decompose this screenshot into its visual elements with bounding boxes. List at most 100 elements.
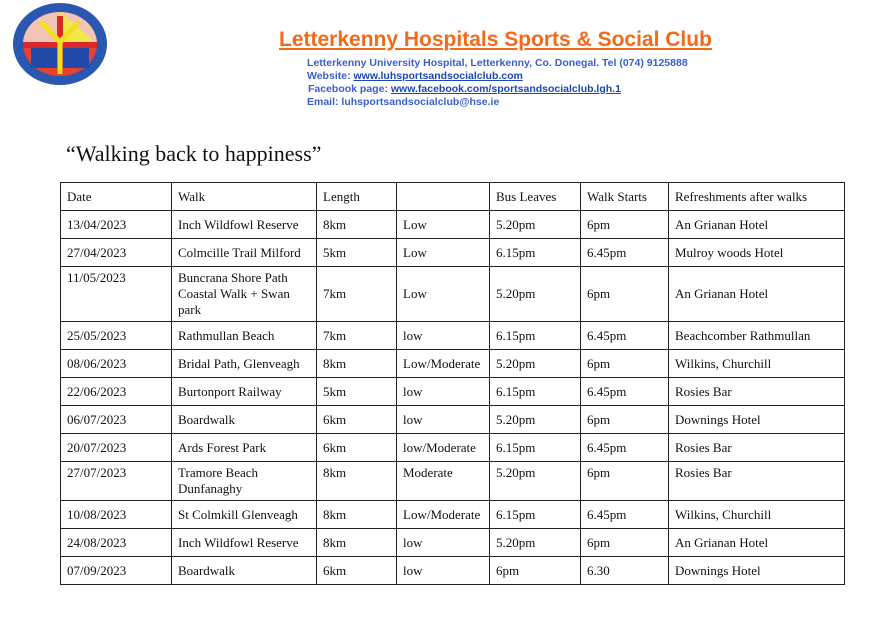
table-cell: 7km [316, 321, 397, 350]
table-cell: Mulroy woods Hotel [668, 238, 845, 267]
table-cell: Wilkins, Churchill [668, 500, 845, 529]
table-cell: low [396, 528, 490, 557]
table-cell: Wilkins, Churchill [668, 349, 845, 378]
table-cell: 11/05/2023 [60, 266, 172, 322]
table-cell: low [396, 377, 490, 406]
website-line: Website: www.luhsportsandsocialclub.com [307, 70, 523, 82]
table-cell: Rathmullan Beach [171, 321, 317, 350]
table-row: 20/07/2023 Ards Forest Park 6km low/Moderat… [60, 433, 845, 462]
club-logo [13, 3, 107, 85]
table-row: 10/08/2023 St Colmkill Glenveagh 8km Low/Mo… [60, 500, 845, 529]
table-cell: Downings Hotel [668, 556, 845, 585]
table-row: 27/04/2023 Colmcille Trail Milford 5km Low 6… [60, 238, 845, 267]
table-cell: 6.30 [580, 556, 669, 585]
club-address: Letterkenny University Hospital, Letterk… [307, 57, 688, 69]
table-cell: Inch Wildfowl Reserve [171, 528, 317, 557]
table-cell: 6.15pm [489, 238, 581, 267]
table-cell: 08/06/2023 [60, 349, 172, 378]
table-cell: 10/08/2023 [60, 500, 172, 529]
table-cell: 6pm [580, 349, 669, 378]
table-cell: 6pm [580, 210, 669, 239]
column-header: Length [316, 182, 397, 211]
table-cell: low [396, 405, 490, 434]
table-cell: 6.45pm [580, 238, 669, 267]
table-cell: 5.20pm [489, 210, 581, 239]
table-cell: Colmcille Trail Milford [171, 238, 317, 267]
table-cell: Inch Wildfowl Reserve [171, 210, 317, 239]
table-cell: Moderate [396, 461, 490, 501]
table-row: 08/06/2023 Bridal Path, Glenveagh 8km Low/M… [60, 349, 845, 378]
table-cell: 24/08/2023 [60, 528, 172, 557]
table-cell: 25/05/2023 [60, 321, 172, 350]
column-header: Bus Leaves [489, 182, 581, 211]
table-cell: 6pm [580, 266, 669, 322]
table-row: 13/04/2023 Inch Wildfowl Reserve 8km Low 5.2… [60, 210, 845, 239]
table-cell: 6km [316, 405, 397, 434]
table-cell: 8km [316, 210, 397, 239]
table-cell: 5.20pm [489, 461, 581, 501]
facebook-link[interactable]: www.facebook.com/sportsandsocialclub.lgh… [390, 83, 621, 95]
table-cell: Tramore Beach Dunfanaghy [171, 461, 317, 501]
table-row: 11/05/2023 Buncrana Shore Path Coastal Wa… [60, 266, 845, 322]
table-cell: An Grianan Hotel [668, 528, 845, 557]
table-cell: Low [396, 238, 490, 267]
table-cell: An Grianan Hotel [668, 210, 845, 239]
column-header: Walk [171, 182, 317, 211]
column-header [396, 182, 490, 211]
table-header-row: Date Walk Length Bus Leaves Walk Starts Refre… [60, 182, 845, 211]
table-cell: Buncrana Shore Path Coastal Walk + Swan … [171, 266, 317, 322]
page-heading: “Walking back to happiness” [66, 141, 322, 166]
club-title: Letterkenny Hospitals Sports & Social Cl… [279, 28, 712, 51]
table-cell: 22/06/2023 [60, 377, 172, 406]
table-cell: 5.20pm [489, 528, 581, 557]
table-cell: 6.45pm [580, 433, 669, 462]
walks-table: Date Walk Length Bus Leaves Walk Starts Refre… [60, 182, 845, 585]
table-cell: 6pm [580, 528, 669, 557]
table-row: 25/05/2023 Rathmullan Beach 7km low 6.15pm 6.… [60, 321, 845, 350]
table-cell: 27/07/2023 [60, 461, 172, 501]
table-cell: Rosies Bar [668, 461, 845, 501]
table-cell: 8km [316, 528, 397, 557]
table-row: 06/07/2023 Boardwalk 6km low 5.20pm 6pm Downin… [60, 405, 845, 434]
table-cell: low [396, 556, 490, 585]
table-cell: 6pm [580, 405, 669, 434]
table-cell: 6.15pm [489, 377, 581, 406]
table-cell: Low/Moderate [396, 500, 490, 529]
table-cell: 8km [316, 500, 397, 529]
table-row: 07/09/2023 Boardwalk 6km low 6pm 6.30 Downings… [60, 556, 845, 585]
table-row: 27/07/2023 Tramore Beach Dunfanaghy 8km Mod… [60, 461, 845, 501]
table-cell: 6.15pm [489, 433, 581, 462]
table-cell: 27/04/2023 [60, 238, 172, 267]
table-cell: 6km [316, 433, 397, 462]
table-cell: 8km [316, 461, 397, 501]
website-link[interactable]: www.luhsportsandsocialclub.com [353, 70, 523, 82]
facebook-line: Facebook page: www.facebook.com/sportsan… [308, 83, 621, 95]
table-cell: 6.45pm [580, 321, 669, 350]
table-cell: 6pm [580, 461, 669, 501]
column-header: Walk Starts [580, 182, 669, 211]
table-cell: Downings Hotel [668, 405, 845, 434]
column-header: Date [60, 182, 172, 211]
table-cell: 6.45pm [580, 377, 669, 406]
table-cell: Bridal Path, Glenveagh [171, 349, 317, 378]
table-cell: 5.20pm [489, 349, 581, 378]
table-cell: Beachcomber Rathmullan [668, 321, 845, 350]
table-cell: low [396, 321, 490, 350]
column-header: Refreshments after walks [668, 182, 845, 211]
table-cell: Ards Forest Park [171, 433, 317, 462]
table-cell: St Colmkill Glenveagh [171, 500, 317, 529]
table-cell: 7km [316, 266, 397, 322]
table-cell: Boardwalk [171, 405, 317, 434]
table-cell: 6.45pm [580, 500, 669, 529]
table-cell: 6pm [489, 556, 581, 585]
table-cell: Low [396, 266, 490, 322]
table-cell: 20/07/2023 [60, 433, 172, 462]
table-row: 22/06/2023 Burtonport Railway 5km low 6.15pm… [60, 377, 845, 406]
table-cell: Burtonport Railway [171, 377, 317, 406]
table-cell: 5km [316, 238, 397, 267]
table-cell: Low [396, 210, 490, 239]
table-cell: 5.20pm [489, 266, 581, 322]
table-cell: Rosies Bar [668, 433, 845, 462]
table-cell: 6km [316, 556, 397, 585]
table-cell: 06/07/2023 [60, 405, 172, 434]
